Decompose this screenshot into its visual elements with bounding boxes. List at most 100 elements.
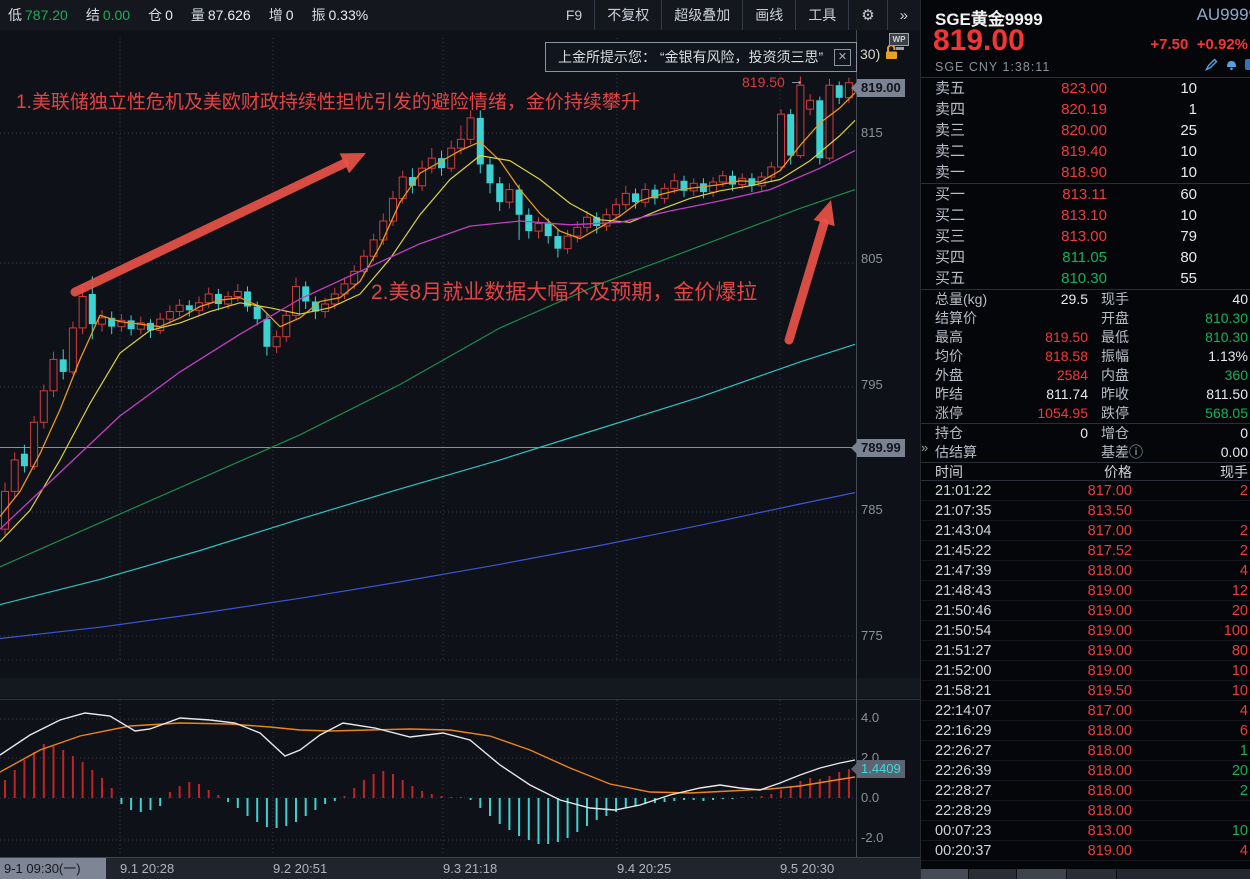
price-change: +7.50 +0.92% xyxy=(1150,36,1248,53)
time-axis-first-label[interactable]: 9-1 09:30(一) xyxy=(0,858,106,879)
panel-tab-5[interactable] xyxy=(1117,869,1250,879)
stat-label: 跌停 xyxy=(1101,405,1129,421)
wp-monitor-icon[interactable]: WP xyxy=(889,33,911,53)
price-tick: 805 xyxy=(861,250,883,266)
gear-icon[interactable]: ⚙ xyxy=(848,0,886,30)
book-row[interactable]: 卖三 820.00 25 xyxy=(921,120,1250,141)
stat-value: 787.20 xyxy=(25,7,68,23)
stat-value: 0.00 xyxy=(1220,444,1248,460)
stat-label: 内盘 xyxy=(1101,367,1129,383)
book-row[interactable]: 卖五 823.00 10 xyxy=(921,78,1250,99)
trade-price: 818.00 xyxy=(1087,723,1132,739)
trade-row[interactable]: 21:50:54 819.00 100 xyxy=(921,621,1250,641)
stat-label: 增仓 xyxy=(1101,425,1129,441)
stat-label: 昨收 xyxy=(1101,386,1129,402)
book-price: 820.00 xyxy=(1061,122,1107,139)
trade-price: 819.00 xyxy=(1087,663,1132,679)
toolbar-buttons: F9 不复权 超级叠加 画线 工具 ⚙ » xyxy=(554,0,920,30)
trade-row[interactable]: 22:28:29 818.00 xyxy=(921,801,1250,821)
stat-label: 增 xyxy=(268,7,283,23)
book-row[interactable]: 卖二 819.40 10 xyxy=(921,141,1250,162)
trade-row[interactable]: 22:26:39 818.00 20 xyxy=(921,761,1250,781)
trade-row[interactable]: 21:58:21 819.50 10 xyxy=(921,681,1250,701)
panel-tab-4[interactable] xyxy=(1067,869,1117,879)
trade-time: 22:16:29 xyxy=(935,723,992,739)
trade-row[interactable]: 21:50:46 819.00 20 xyxy=(921,601,1250,621)
trade-row[interactable]: 00:20:37 819.00 4 xyxy=(921,841,1250,861)
stat-value: 29.5 xyxy=(1060,291,1088,307)
tools-button[interactable]: 工具 xyxy=(795,0,848,30)
trade-row[interactable]: 21:07:35 813.50 xyxy=(921,501,1250,521)
stat-value: 811.50 xyxy=(1206,386,1248,402)
trade-time: 22:26:27 xyxy=(935,743,992,759)
price-chart-canvas[interactable] xyxy=(0,30,920,857)
stats-block: 总量(kg) 29.5 现手 40 结算价 开盘 810.30 最高 819.50 … xyxy=(921,290,1250,463)
instrument-name: SGE黄金9999 xyxy=(935,10,1043,29)
stat-label: 持仓 xyxy=(935,425,963,441)
trade-row[interactable]: 21:52:00 819.00 10 xyxy=(921,661,1250,681)
stat-value: 811.74 xyxy=(1046,386,1088,402)
clipped-icon[interactable] xyxy=(1245,59,1250,70)
book-row[interactable]: 买二 813.10 10 xyxy=(921,205,1250,226)
book-row[interactable]: 卖四 820.19 1 xyxy=(921,99,1250,120)
trade-row[interactable]: 22:14:07 817.00 4 xyxy=(921,701,1250,721)
stat-row: 外盘 2584 内盘 360 xyxy=(921,366,1250,385)
stat-value: 819.50 xyxy=(1045,329,1088,345)
exchange-notice-bar: 上金所提示您： “金银有风险，投资须三思” ✕ xyxy=(545,42,857,72)
stat-value: 0 xyxy=(285,7,294,23)
panel-tab-2[interactable] xyxy=(969,869,1017,879)
stat-label: 估结算 xyxy=(935,444,977,460)
trade-volume: 2 xyxy=(1239,523,1248,539)
book-row[interactable]: 卖一 818.90 10 xyxy=(921,162,1250,183)
price-tick: 795 xyxy=(861,376,883,392)
pencil-icon[interactable] xyxy=(1205,58,1218,71)
trade-row[interactable]: 22:26:27 818.00 1 xyxy=(921,741,1250,761)
book-price: 813.10 xyxy=(1061,207,1107,224)
time-axis-label: 9.1 20:28 xyxy=(120,861,175,876)
stat-value: 360 xyxy=(1224,367,1248,383)
trade-row[interactable]: 21:45:22 817.52 2 xyxy=(921,541,1250,561)
trade-row[interactable]: 00:07:23 813.00 10 xyxy=(921,821,1250,841)
trade-row[interactable]: 21:48:43 819.00 12 xyxy=(921,581,1250,601)
trade-price: 817.52 xyxy=(1087,543,1132,559)
toolbar-more-chevron-icon[interactable]: » xyxy=(886,0,920,30)
instrument-code: AU9999 xyxy=(1196,5,1250,24)
trade-row[interactable]: 21:51:27 819.00 80 xyxy=(921,641,1250,661)
trade-row[interactable]: 21:43:04 817.00 2 xyxy=(921,521,1250,541)
panel-tab-1[interactable] xyxy=(921,869,969,879)
stat-value: 0 xyxy=(1240,425,1248,441)
notice-close-icon[interactable]: ✕ xyxy=(834,48,851,66)
super-overlay-button[interactable]: 超级叠加 xyxy=(661,0,742,30)
last-price: 819.00 xyxy=(933,24,1025,57)
trade-row[interactable]: 21:01:22 817.00 2 xyxy=(921,481,1250,501)
trade-row[interactable]: 21:47:39 818.00 4 xyxy=(921,561,1250,581)
stat-label: 振 xyxy=(311,7,326,23)
col-vol: 现手 xyxy=(1220,464,1248,480)
trade-volume: 12 xyxy=(1231,583,1248,599)
chart-annotation-1: 1.美联储独立性危机及美欧财政持续性担忧引发的避险情绪，金价持续攀升 xyxy=(16,92,640,113)
stat-label: 仓 xyxy=(148,7,163,23)
trade-row[interactable]: 22:28:27 818.00 2 xyxy=(921,781,1250,801)
book-row[interactable]: 买五 810.30 55 xyxy=(921,268,1250,289)
book-row[interactable]: 买四 811.05 80 xyxy=(921,247,1250,268)
bell-icon[interactable] xyxy=(1225,58,1238,71)
no-adjust-button[interactable]: 不复权 xyxy=(594,0,661,30)
trade-price: 819.00 xyxy=(1087,603,1132,619)
stat-label: 昨结 xyxy=(935,386,963,402)
book-row[interactable]: 买三 813.00 79 xyxy=(921,226,1250,247)
draw-line-button[interactable]: 画线 xyxy=(742,0,795,30)
quote-stat: 振 0.33% xyxy=(312,5,369,25)
panel-collapse-chevron-icon[interactable]: » xyxy=(921,440,929,455)
macd-tick: 0.0 xyxy=(861,790,880,805)
trade-row[interactable]: 22:16:29 818.00 6 xyxy=(921,721,1250,741)
stat-label: 开盘 xyxy=(1101,310,1129,326)
book-level: 买五 xyxy=(935,270,966,287)
trade-price: 819.00 xyxy=(1087,643,1132,659)
book-row[interactable]: 买一 813.11 60 xyxy=(921,184,1250,205)
stat-label: 结 xyxy=(85,7,100,23)
f9-button[interactable]: F9 xyxy=(565,7,583,23)
trade-time: 22:14:07 xyxy=(935,703,992,719)
panel-tab-3[interactable] xyxy=(1017,869,1067,879)
book-level: 卖二 xyxy=(935,143,966,160)
